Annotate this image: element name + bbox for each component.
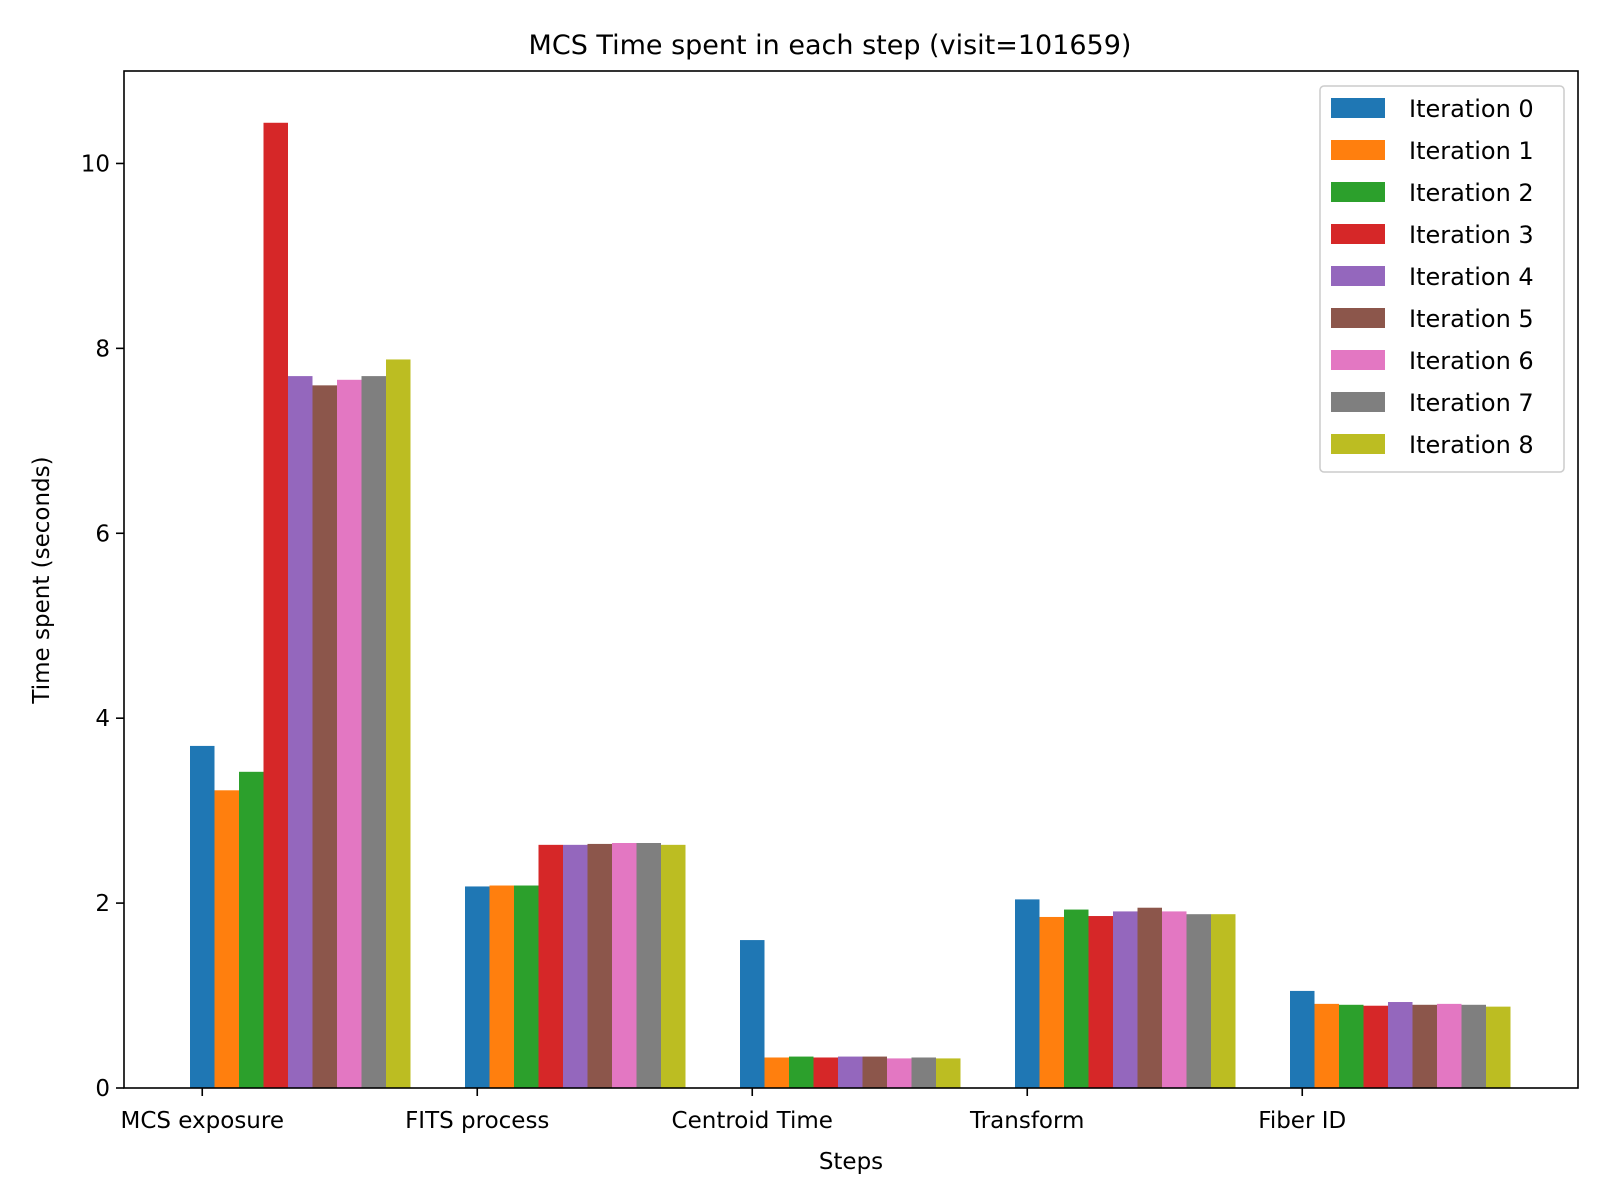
x-tick-label: Transform <box>969 1108 1084 1134</box>
y-tick-label: 2 <box>95 891 110 917</box>
legend-label: Iteration 5 <box>1409 305 1534 333</box>
y-tick-label: 6 <box>95 521 110 547</box>
legend-item: Iteration 3 <box>1331 221 1534 249</box>
x-tick-label: MCS exposure <box>120 1108 284 1134</box>
y-axis-label: Time spent (seconds) <box>29 456 55 704</box>
y-axis: 0 2 4 6 8 10 <box>81 151 124 1102</box>
bar-iteration-6-category-2 <box>887 1058 912 1088</box>
bar-iteration-7-category-1 <box>636 843 661 1088</box>
x-tick-label: Fiber ID <box>1258 1108 1346 1134</box>
legend-swatch <box>1331 266 1385 286</box>
bar-iteration-6-category-4 <box>1437 1003 1462 1088</box>
legend-label: Iteration 7 <box>1409 389 1534 417</box>
bar-iteration-0-category-0 <box>190 745 215 1088</box>
legend-item: Iteration 7 <box>1331 389 1534 417</box>
legend-item: Iteration 8 <box>1331 431 1534 459</box>
bar-iteration-5-category-3 <box>1137 907 1162 1088</box>
bar-iteration-2-category-0 <box>239 771 264 1088</box>
bar-iteration-4-category-2 <box>838 1056 863 1088</box>
x-tick-label: FITS process <box>405 1108 549 1134</box>
x-tick-label: Centroid Time <box>672 1108 833 1134</box>
bar-iteration-1-category-1 <box>489 885 514 1088</box>
legend-label: Iteration 4 <box>1409 263 1534 291</box>
y-tick-label: 8 <box>95 336 110 362</box>
bar-iteration-0-category-2 <box>740 940 765 1088</box>
legend-swatch <box>1331 98 1385 118</box>
y-tick-label: 10 <box>81 151 110 177</box>
bars-layer <box>190 122 1511 1089</box>
bar-iteration-5-category-2 <box>862 1056 887 1088</box>
bar-iteration-2-category-3 <box>1064 909 1089 1088</box>
bar-iteration-0-category-4 <box>1290 990 1315 1088</box>
legend-item: Iteration 0 <box>1331 95 1534 123</box>
legend-label: Iteration 6 <box>1409 347 1534 375</box>
legend-swatch <box>1331 308 1385 328</box>
bar-iteration-1-category-4 <box>1314 1003 1339 1088</box>
plot-frame <box>123 70 1579 1089</box>
bar-iteration-1-category-3 <box>1039 916 1064 1088</box>
bar-iteration-8-category-3 <box>1211 914 1236 1088</box>
bar-iteration-2-category-4 <box>1339 1004 1364 1088</box>
y-tick-label: 0 <box>95 1076 110 1102</box>
bar-iteration-7-category-2 <box>911 1057 936 1088</box>
legend-label: Iteration 2 <box>1409 179 1534 207</box>
legend-swatch <box>1331 392 1385 412</box>
legend-swatch <box>1331 182 1385 202</box>
legend: Iteration 0 Iteration 1 Iteration 2 Iterati… <box>1319 85 1565 473</box>
bar-iteration-4-category-4 <box>1388 1002 1413 1088</box>
bar-iteration-8-category-4 <box>1486 1006 1511 1088</box>
bar-iteration-3-category-4 <box>1363 1005 1388 1088</box>
bar-iteration-7-category-0 <box>361 376 386 1089</box>
bar-iteration-0-category-1 <box>465 886 490 1088</box>
legend-item: Iteration 5 <box>1331 305 1534 333</box>
legend-label: Iteration 0 <box>1409 95 1534 123</box>
bar-iteration-7-category-4 <box>1461 1004 1486 1088</box>
bar-iteration-8-category-1 <box>661 844 686 1088</box>
legend-label: Iteration 8 <box>1409 431 1534 459</box>
bar-iteration-2-category-2 <box>789 1056 814 1088</box>
legend-item: Iteration 4 <box>1331 263 1534 291</box>
bar-iteration-8-category-0 <box>386 359 411 1089</box>
bar-iteration-5-category-4 <box>1412 1004 1437 1088</box>
bar-iteration-0-category-3 <box>1015 899 1040 1088</box>
bar-iteration-8-category-2 <box>936 1058 961 1088</box>
bar-iteration-5-category-0 <box>312 385 337 1089</box>
legend-swatch <box>1331 224 1385 244</box>
bar-iteration-6-category-0 <box>337 379 362 1088</box>
x-axis-label: Steps <box>819 1149 883 1175</box>
bar-iteration-7-category-3 <box>1186 914 1211 1088</box>
x-axis: MCS exposure FITS process Centroid Time Tra… <box>120 1088 1346 1134</box>
legend-item: Iteration 6 <box>1331 347 1534 375</box>
y-tick-label: 4 <box>95 706 110 732</box>
legend-swatch <box>1331 350 1385 370</box>
bar-iteration-3-category-1 <box>538 844 563 1088</box>
bar-iteration-6-category-1 <box>612 843 637 1088</box>
legend-label: Iteration 1 <box>1409 137 1534 165</box>
bar-iteration-4-category-3 <box>1113 911 1138 1088</box>
bar-iteration-4-category-1 <box>563 844 588 1088</box>
legend-swatch <box>1331 434 1385 454</box>
bar-iteration-1-category-2 <box>764 1057 789 1088</box>
bar-iteration-3-category-0 <box>263 122 288 1088</box>
chart-title: MCS Time spent in each step (visit=10165… <box>529 30 1132 61</box>
legend-item: Iteration 1 <box>1331 137 1534 165</box>
bar-iteration-3-category-3 <box>1088 916 1113 1088</box>
bar-iteration-5-category-1 <box>587 843 612 1088</box>
bar-iteration-4-category-0 <box>288 376 313 1089</box>
bar-iteration-6-category-3 <box>1162 911 1187 1088</box>
legend-item: Iteration 2 <box>1331 179 1534 207</box>
bar-iteration-2-category-1 <box>514 885 539 1088</box>
legend-swatch <box>1331 140 1385 160</box>
bar-iteration-3-category-2 <box>813 1057 838 1088</box>
legend-label: Iteration 3 <box>1409 221 1534 249</box>
bar-iteration-1-category-0 <box>214 790 239 1088</box>
